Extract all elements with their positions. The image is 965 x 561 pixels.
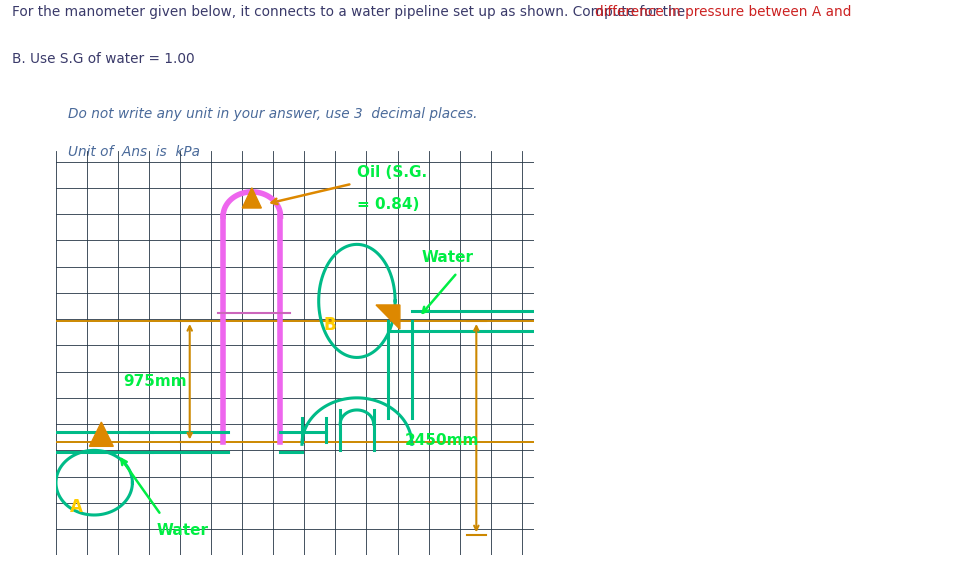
Text: 2450mm: 2450mm — [404, 433, 479, 448]
Polygon shape — [376, 305, 400, 329]
Text: B. Use S.G of water = 1.00: B. Use S.G of water = 1.00 — [12, 52, 194, 66]
Text: A: A — [70, 498, 83, 516]
Text: Water: Water — [422, 250, 474, 265]
Text: Water: Water — [156, 523, 208, 538]
Polygon shape — [90, 422, 113, 447]
Text: Oil (S.G.: Oil (S.G. — [357, 165, 427, 180]
Polygon shape — [242, 188, 262, 208]
Text: = 0.84): = 0.84) — [357, 197, 419, 212]
Text: 975mm: 975mm — [123, 374, 186, 389]
Text: Do not write any unit in your answer, use 3  decimal places.: Do not write any unit in your answer, us… — [68, 107, 477, 121]
Text: B: B — [323, 316, 336, 334]
Text: Unit of  Ans  is  kPa: Unit of Ans is kPa — [68, 145, 200, 159]
Text: For the manometer given below, it connects to a water pipeline set up as shown. : For the manometer given below, it connec… — [12, 4, 689, 19]
Text: difference in pressure between A and: difference in pressure between A and — [595, 4, 852, 19]
